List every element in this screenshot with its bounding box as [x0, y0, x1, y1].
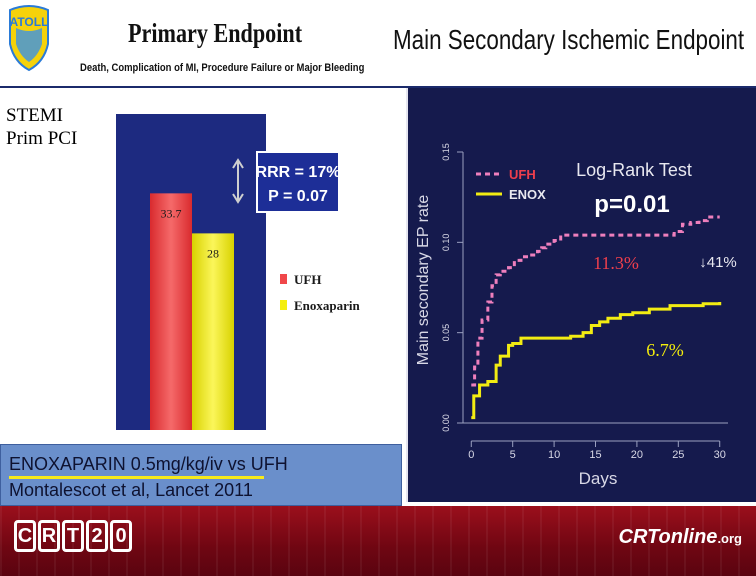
atoll-logo: ATOLL	[9, 5, 49, 72]
footer-pattern	[0, 506, 756, 576]
citation-underline	[9, 476, 264, 479]
population-label: STEMI Prim PCI	[6, 104, 77, 150]
crt-logo-letter: 2	[86, 520, 108, 552]
legend-label: UFH	[294, 272, 321, 287]
crt-logo-letter: R	[38, 520, 60, 552]
km-y-axis-label: Main secondary EP rate	[415, 195, 432, 366]
rrr-label: RRR = 17%	[256, 164, 341, 181]
km-legend-label: ENOX	[509, 187, 546, 202]
series-line-enox	[471, 301, 722, 420]
x-tick-label: 20	[631, 449, 643, 461]
header-divider	[0, 86, 756, 88]
legend-swatch	[280, 274, 287, 284]
x-tick-label: 5	[510, 449, 516, 461]
km-x-axis-label: Days	[579, 469, 618, 488]
x-tick-label: 30	[714, 449, 726, 461]
enox-end-label: 6.7%	[646, 340, 684, 360]
y-tick-label: 0.00	[441, 414, 451, 432]
bar-ufh	[150, 193, 192, 430]
y-tick-label: 0.10	[441, 234, 451, 252]
y-tick-label: 0.05	[441, 324, 451, 342]
p-value-text: p=0.01	[594, 191, 669, 218]
secondary-endpoint-km-chart: 0 5 10 15 20 25 30 0.00 0.05 0.10 0.15 UFH ENOX Log…	[415, 143, 737, 488]
population-label-line1: STEMI	[6, 105, 63, 126]
footer-banner: C R T 2 0 CRTonline.org	[0, 506, 756, 576]
secondary-endpoint-title: Main Secondary Ischemic Endpoint	[393, 24, 745, 55]
x-tick-label: 0	[468, 449, 474, 461]
x-tick-label: 25	[672, 449, 684, 461]
legend-swatch	[280, 300, 287, 310]
p-value-label: P = 0.07	[268, 188, 328, 205]
crt-logo-letter: T	[62, 520, 84, 552]
series-line-ufh	[471, 215, 720, 387]
crtonline-suffix: .org	[717, 531, 742, 546]
crtonline-logo: CRTonline.org	[619, 526, 742, 549]
crt-logo-letter: C	[14, 520, 36, 552]
crt-logo-letter: 0	[110, 520, 132, 552]
log-rank-title: Log-Rank Test	[576, 160, 692, 180]
crtonline-main: CRTonline	[618, 526, 718, 548]
citation-line2: Montalescot et al, Lancet 2011	[9, 480, 253, 500]
primary-endpoint-subtitle: Death, Complication of MI, Procedure Fai…	[80, 62, 365, 74]
km-legend-label: UFH	[509, 167, 536, 182]
bar-value-label: 33.7	[161, 206, 182, 220]
x-tick-label: 15	[589, 449, 601, 461]
km-chart-panel	[406, 88, 756, 502]
crt20-logo: C R T 2 0	[14, 520, 132, 552]
ufh-end-label: 11.3%	[593, 253, 639, 273]
bar-enoxaparin	[192, 233, 234, 430]
stat-box	[256, 151, 340, 213]
primary-endpoint-title: Primary Endpoint	[128, 18, 303, 48]
primary-endpoint-bar-chart: 33.7 28 RRR = 17% P = 0.07 UFH Enoxaparin	[116, 114, 361, 430]
legend-label: Enoxaparin	[294, 298, 361, 313]
citation-line1: ENOXAPARIN 0.5mg/kg/iv vs UFH	[9, 454, 288, 474]
y-tick-label: 0.15	[441, 143, 451, 161]
citation-box: ENOXAPARIN 0.5mg/kg/iv vs UFH Montalesco…	[0, 444, 402, 506]
atoll-logo-text: ATOLL	[10, 15, 49, 29]
x-tick-label: 10	[548, 449, 560, 461]
bar-value-label: 28	[207, 246, 219, 260]
reduction-label: ↓41%	[699, 254, 737, 271]
difference-arrow	[232, 158, 244, 204]
population-label-line2: Prim PCI	[6, 128, 78, 149]
